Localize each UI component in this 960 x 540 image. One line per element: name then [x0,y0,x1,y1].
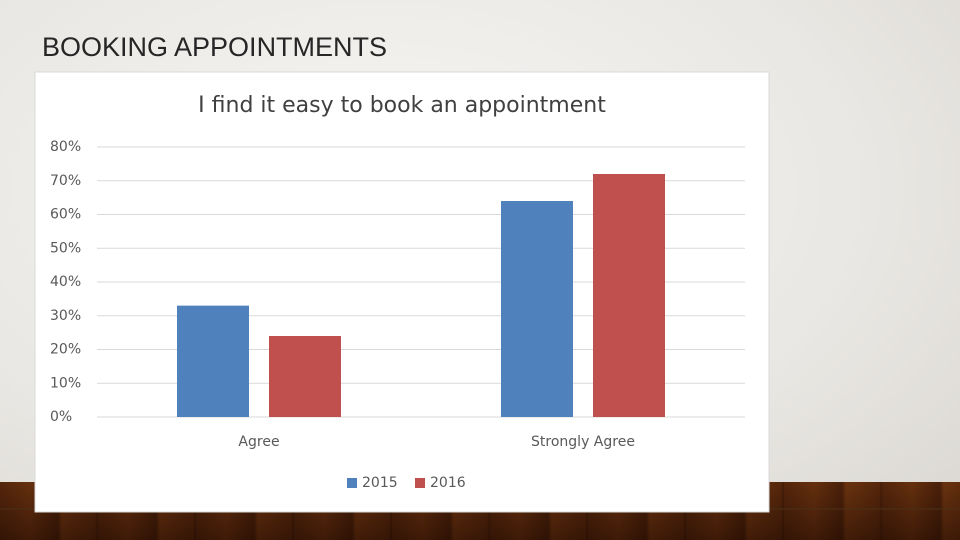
y-tick-label: 10% [50,375,81,391]
x-tick-label: Agree [238,434,279,450]
bar [269,336,341,417]
legend-label: 2015 [362,475,398,491]
y-tick-label: 20% [50,342,81,358]
y-tick-label: 0% [50,409,72,425]
y-tick-label: 70% [50,173,81,189]
bar [593,174,665,417]
y-tick-label: 40% [50,274,81,290]
bar [177,305,249,417]
legend-label: 2016 [430,475,466,491]
y-tick-label: 80% [50,139,81,155]
legend-swatch [415,478,425,488]
y-tick-label: 50% [50,240,81,256]
legend-swatch [347,478,357,488]
y-tick-label: 60% [50,207,81,223]
bar [501,201,573,417]
slide-title: BOOKING APPOINTMENTS [42,32,387,62]
chart-title: I find it easy to book an appointment [198,93,606,118]
y-tick-label: 30% [50,308,81,324]
x-tick-label: Strongly Agree [531,434,635,450]
